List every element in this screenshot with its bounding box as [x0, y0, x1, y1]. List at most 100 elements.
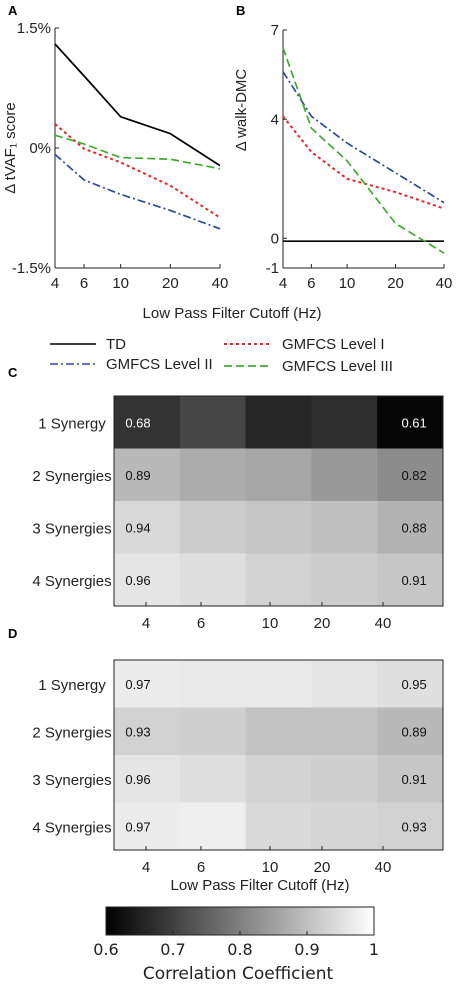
d-cell [377, 802, 444, 851]
panel-label-a: A [8, 3, 18, 18]
d-row-label: 3 Synergies [32, 772, 111, 789]
panel-d-heatmap: 0.97 0.95 0.93 0.89 0.96 0.91 0.97 0.93 1 Synerg… [32, 659, 444, 876]
colorbar-tick-label: 0.7 [160, 940, 185, 959]
b-x-tick-label: 40 [436, 275, 453, 292]
svg-text:GMFCS Level II: GMFCS Level II [106, 356, 213, 373]
a-x-tick-label: 6 [80, 275, 88, 292]
c-col-label: 4 [142, 615, 150, 632]
c-cell [179, 396, 247, 449]
panel-a-x-ticks: 4 6 10 20 40 [51, 264, 229, 292]
b-series-gmfcs-level-ii [282, 71, 445, 204]
b-x-tick-label: 6 [307, 275, 315, 292]
d-cell [377, 755, 444, 803]
colorbar-tick-label: 0.8 [227, 940, 252, 959]
panel-b-y-label: Δ walk-DMC [233, 69, 250, 152]
d-cell [377, 707, 444, 756]
b-y-tick-label: 7 [271, 22, 279, 39]
a-x-tick-label: 40 [212, 275, 229, 292]
a-series-gmfcs-level-i [54, 123, 221, 219]
d-row-label: 2 Synergies [32, 724, 111, 741]
a-x-tick-label: 20 [162, 275, 179, 292]
d-cell [245, 755, 312, 803]
c-cell [377, 501, 444, 554]
c-cell-value: 0.68 [125, 415, 150, 430]
legend-item-gmfcs-level-ii: GMFCS Level II [50, 356, 213, 373]
d-cell-value: 0.93 [401, 819, 426, 834]
c-cell [377, 396, 444, 449]
c-col-label: 10 [262, 615, 279, 632]
svg-text:GMFCS Level III: GMFCS Level III [282, 358, 393, 375]
c-cell-value: 0.94 [125, 520, 150, 535]
c-cell [179, 553, 247, 607]
d-cell [179, 755, 247, 803]
c-cell [114, 448, 181, 502]
d-cell-value: 0.91 [401, 772, 426, 787]
c-cell [114, 553, 181, 607]
c-col-label: 20 [314, 615, 331, 632]
c-cell [311, 448, 378, 502]
d-col-label: 6 [197, 859, 205, 876]
svg-text:GMFCS Level I: GMFCS Level I [282, 336, 385, 353]
panel-a-line-chart: Δ tVAF₁ score 1.5% 0% -1.5% 4 6 10 20 40 [2, 20, 228, 292]
c-col-label: 40 [375, 615, 392, 632]
c-cell [179, 448, 247, 502]
c-cell-value: 0.61 [401, 415, 426, 430]
c-cell [114, 501, 181, 554]
d-cell [311, 755, 378, 803]
c-cell [311, 553, 378, 607]
panel-label-d: D [8, 626, 17, 641]
colorbar-tick-label: 0.9 [294, 940, 319, 959]
d-cell [179, 707, 247, 756]
d-col-label: 20 [314, 859, 331, 876]
c-row-label: 1 Synergy [38, 415, 106, 432]
a-series-gmfcs-level-iii [54, 134, 221, 170]
svg-text:TD: TD [106, 336, 126, 353]
panel-label-c: C [8, 365, 18, 380]
panel-a-y-ticks: 1.5% 0% -1.5% [12, 20, 59, 277]
d-cell-value: 0.97 [125, 677, 150, 692]
d-cell [377, 660, 444, 708]
colorbar-label: Correlation Coefficient [143, 964, 334, 984]
b-y-tick-label: 0 [271, 230, 279, 247]
c-cell-value: 0.89 [125, 468, 150, 483]
c-cell [245, 448, 312, 502]
d-cell [114, 802, 181, 851]
d-cell-value: 0.95 [401, 677, 426, 692]
c-cell-value: 0.88 [401, 520, 426, 535]
c-cell-value: 0.96 [125, 573, 150, 588]
d-cell [311, 660, 378, 708]
d-col-label: 40 [375, 859, 392, 876]
legend: TD GMFCS Level I GMFCS Level II GMFCS Le… [50, 336, 393, 375]
a-y-tick-label: 1.5% [17, 20, 51, 37]
c-cell-value: 0.82 [401, 468, 426, 483]
c-row-label: 3 Synergies [32, 520, 111, 537]
panel-b-y-ticks: 7 4 0 -1 [266, 22, 287, 277]
d-cell [179, 802, 247, 851]
c-cell [179, 501, 247, 554]
c-cell [114, 396, 181, 449]
a-y-tick-label: -1.5% [12, 260, 51, 277]
c-row-label: 4 Synergies [32, 573, 111, 590]
d-cell [245, 802, 312, 851]
c-cell-value: 0.91 [401, 573, 426, 588]
a-y-tick-label: 0% [29, 140, 51, 157]
d-cell [114, 660, 181, 708]
a-x-tick-label: 4 [51, 275, 59, 292]
d-x-axis-label: Low Pass Filter Cutoff (Hz) [171, 877, 350, 894]
d-cell [179, 660, 247, 708]
panel-a-y-label: Δ tVAF₁ score [2, 102, 19, 194]
c-col-label: 6 [197, 615, 205, 632]
d-cell [114, 755, 181, 803]
d-cell-value: 0.96 [125, 772, 150, 787]
colorbar-tick-label: 0.6 [93, 940, 118, 959]
d-cell [245, 707, 312, 756]
c-cell [245, 396, 312, 449]
c-cell [245, 553, 312, 607]
d-col-label: 4 [142, 859, 150, 876]
c-frame [113, 395, 444, 607]
panel-b-x-ticks: 4 6 10 20 40 [279, 264, 453, 292]
d-cell-value: 0.89 [401, 724, 426, 739]
b-series-gmfcs-level-iii [282, 47, 445, 254]
d-cell-value: 0.93 [125, 724, 150, 739]
